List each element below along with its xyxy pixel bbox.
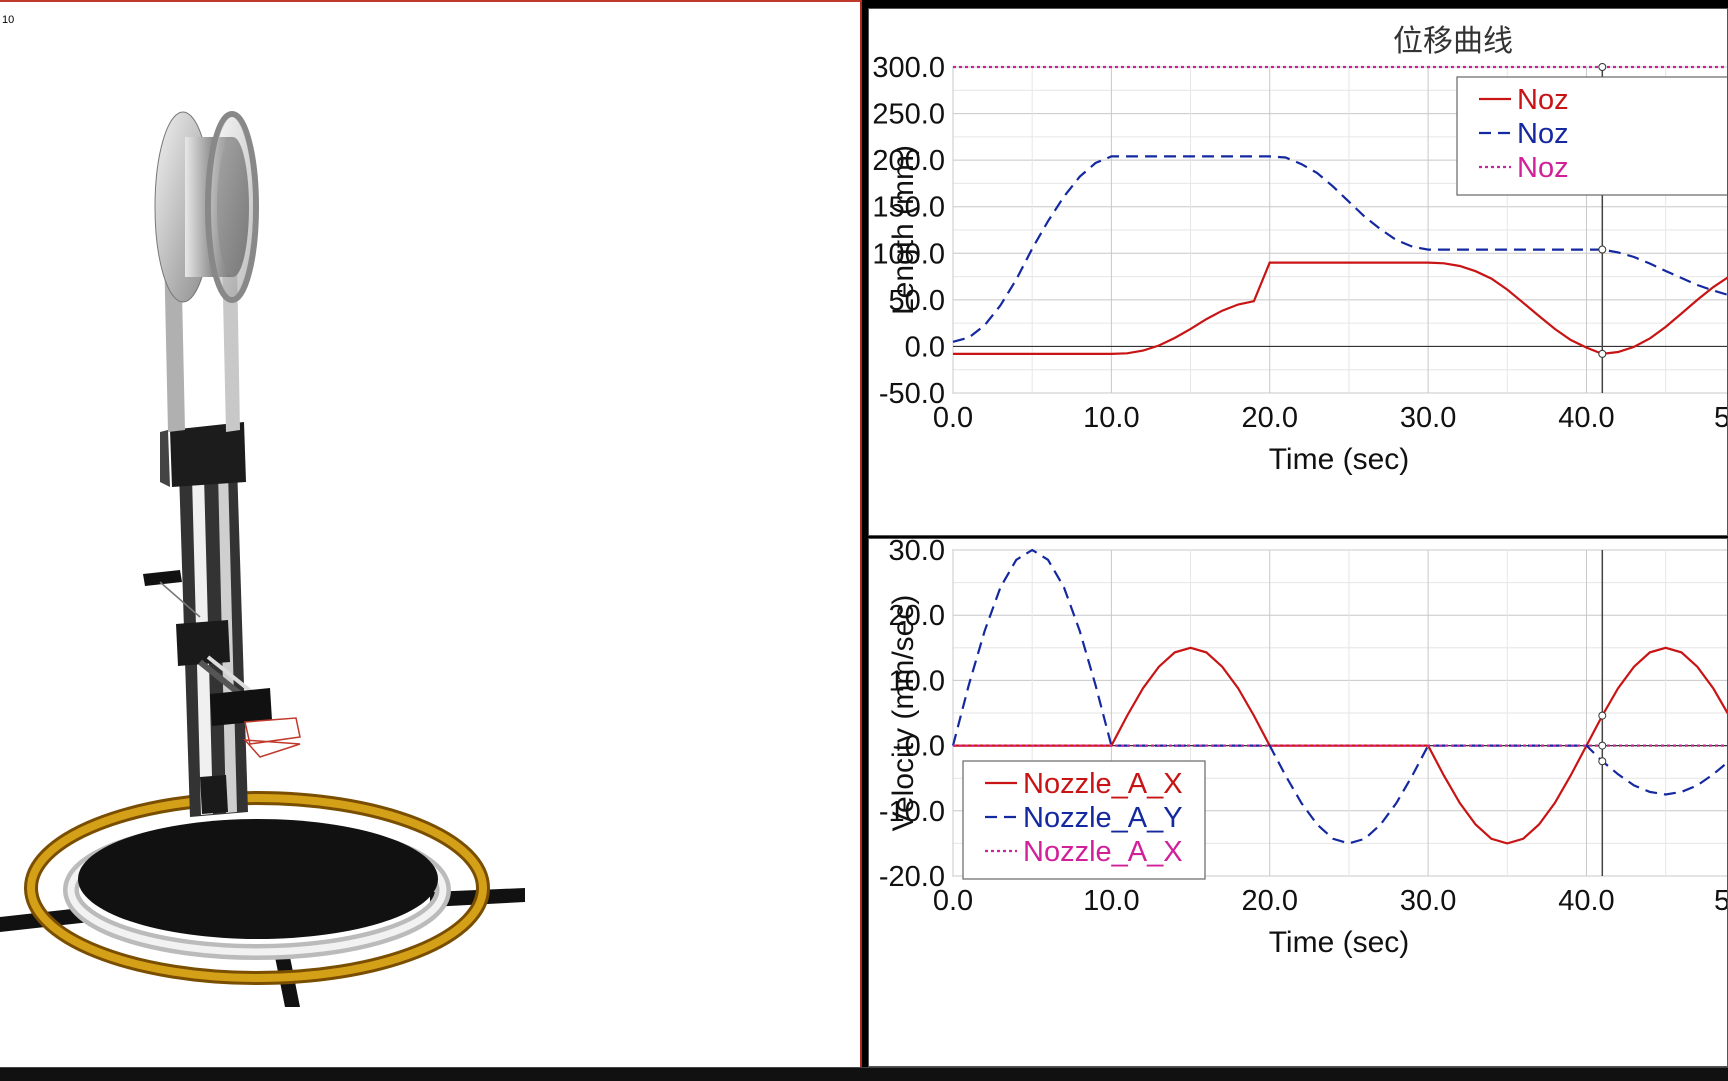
series-line-2: [951, 548, 1727, 845]
nozzle-carriage: [143, 570, 301, 814]
y-axis-label: Length (mm): [887, 145, 920, 315]
legend-label: Nozzle_A_Y: [1023, 802, 1183, 834]
y-tick-label: -10.0: [879, 796, 945, 828]
x-tick-label: 5: [1714, 885, 1728, 917]
series-line-1: [953, 646, 1727, 845]
x-tick-label: 0.0: [933, 402, 973, 434]
print-bed: [24, 791, 490, 985]
printer-model: [0, 111, 525, 1007]
x-axis-label: Time (sec): [1269, 443, 1410, 476]
chart-title: 位移曲线: [1393, 24, 1513, 59]
x-tick-label: 40.0: [1558, 885, 1614, 917]
series-line-1: [953, 261, 1727, 356]
velocity-chart: 速度曲线30.020.010.00.0-10.0-20.00.010.020.0…: [879, 539, 1728, 959]
x-tick-label: 30.0: [1400, 402, 1456, 434]
3d-viewport[interactable]: 10: [0, 0, 862, 1067]
filament-spool: [154, 111, 259, 303]
legend-label: Nozzle_A_X: [1023, 768, 1183, 800]
cursor-marker: [1598, 349, 1607, 358]
y-tick-label: 150.0: [872, 192, 945, 224]
legend-label: Noz: [1517, 118, 1569, 150]
x-tick-label: 10.0: [1083, 402, 1139, 434]
cursor-marker: [1598, 63, 1607, 71]
x-tick-label: 10.0: [1083, 885, 1139, 917]
legend-box: [962, 760, 1206, 880]
x-tick-label: 20.0: [1242, 885, 1298, 917]
y-tick-label: 300.0: [872, 52, 945, 84]
x-tick-label: 0.0: [933, 885, 973, 917]
x-tick-label: 40.0: [1558, 402, 1614, 434]
y-tick-label: 200.0: [872, 145, 945, 177]
frame-label: 10: [2, 14, 15, 26]
y-tick-label: 10.0: [889, 665, 945, 697]
y-tick-label: 250.0: [872, 99, 945, 131]
cursor-marker: [1598, 711, 1607, 720]
velocity-plot-panel[interactable]: 速度曲线30.020.010.00.0-10.0-20.00.010.020.0…: [868, 538, 1728, 1067]
legend-label: Noz: [1517, 84, 1569, 116]
x-tick-label: 5: [1714, 402, 1728, 434]
cursor-marker: [1598, 741, 1607, 750]
series-line-2: [952, 155, 1727, 343]
y-tick-label: 20.0: [889, 600, 945, 632]
x-tick-label: 20.0: [1242, 402, 1298, 434]
displacement-chart: 位移曲线300.0250.0200.0150.0100.050.00.0-50.…: [872, 24, 1728, 476]
y-axis-label: Velocity (mm/sec): [887, 595, 920, 832]
y-tick-label: 50.0: [889, 285, 945, 317]
y-tick-label: 30.0: [889, 539, 945, 567]
chart-title: 速度曲线: [1393, 539, 1513, 542]
x-axis-label: Time (sec): [1269, 926, 1410, 959]
y-tick-label: 0.0: [905, 731, 945, 763]
column: [160, 422, 248, 817]
y-tick-label: 0.0: [905, 331, 945, 363]
legend-box: [1456, 76, 1727, 196]
displacement-plot-panel[interactable]: 位移曲线 300.0 250.0 200.0 150.0 100.0 50.0 0.0 -50.…: [868, 8, 1728, 536]
status-strip: [0, 1067, 1728, 1081]
x-tick-label: 30.0: [1400, 885, 1456, 917]
y-tick-label: -50.0: [879, 378, 945, 410]
y-tick-label: 100.0: [872, 238, 945, 270]
cursor-marker: [1598, 757, 1607, 766]
legend-label: Nozzle_A_X: [1023, 836, 1183, 868]
legend-label: Noz: [1517, 152, 1569, 184]
cursor-marker: [1598, 245, 1607, 254]
y-tick-label: -20.0: [879, 861, 945, 893]
